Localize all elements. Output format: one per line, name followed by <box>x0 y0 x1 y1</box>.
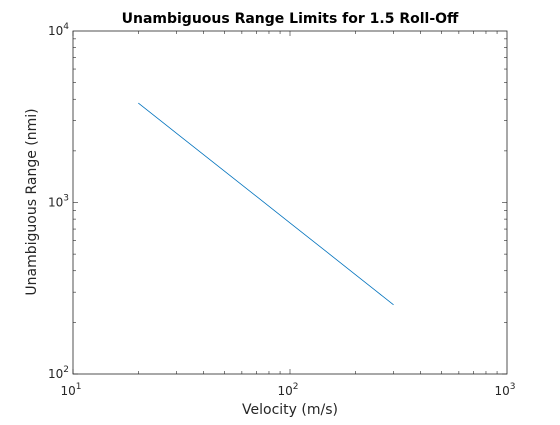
x-tick-label: 101 <box>60 382 81 398</box>
x-tick-label-base: 10 <box>494 384 509 398</box>
plot-area <box>73 31 507 374</box>
x-tick-label-exponent: 1 <box>76 382 82 392</box>
axes-box <box>72 30 508 375</box>
y-tick-label-base: 10 <box>48 24 63 38</box>
x-axis-label: Velocity (m/s) <box>242 402 338 418</box>
y-tick-label-base: 10 <box>48 196 63 210</box>
x-tick-label: 102 <box>277 382 298 398</box>
y-tick-label-exponent: 4 <box>63 22 69 32</box>
x-tick-label-exponent: 2 <box>293 382 299 392</box>
y-tick-label: 104 <box>48 22 69 38</box>
y-tick-label-exponent: 3 <box>63 194 69 204</box>
x-tick-label: 103 <box>494 382 515 398</box>
series-layer <box>138 102 394 306</box>
y-axis-label: Unambiguous Range (nmi) <box>24 108 40 295</box>
y-tick-label: 102 <box>48 365 69 381</box>
x-tick-label-exponent: 3 <box>510 382 516 392</box>
y-tick-label-exponent: 2 <box>63 365 69 375</box>
chart-title: Unambiguous Range Limits for 1.5 Roll-Of… <box>122 11 459 27</box>
series-line <box>138 102 394 306</box>
x-tick-label-base: 10 <box>277 384 292 398</box>
y-tick-label-base: 10 <box>48 367 63 381</box>
x-tick-label-base: 10 <box>60 384 75 398</box>
y-tick-label: 103 <box>48 194 69 210</box>
